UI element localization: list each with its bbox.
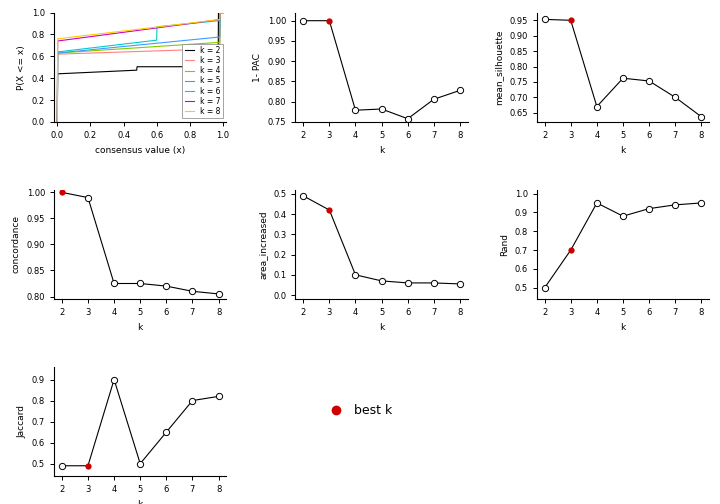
Line: k = 2: k = 2 [58, 13, 223, 122]
k = 3 [143, 48, 151, 54]
k = 4 [53, 119, 62, 125]
k = 3 [152, 48, 161, 54]
k = 6 [189, 20, 197, 26]
Y-axis label: mean_silhouette: mean_silhouette [495, 30, 504, 105]
k = 4 [143, 44, 151, 50]
k = 2 [189, 64, 197, 70]
k = 4 [215, 39, 223, 45]
Line: k = 3: k = 3 [58, 13, 223, 122]
k = 8 [143, 25, 151, 31]
X-axis label: k: k [379, 146, 384, 155]
Y-axis label: concordance: concordance [12, 215, 21, 274]
k = 8 [216, 10, 225, 16]
k = 8 [132, 26, 141, 32]
X-axis label: k: k [138, 500, 143, 504]
k = 2 [132, 64, 141, 70]
Y-axis label: P(X <= x): P(X <= x) [17, 45, 26, 90]
k = 7 [132, 28, 141, 34]
Line: k = 6: k = 6 [58, 13, 223, 122]
X-axis label: k: k [379, 323, 384, 332]
k = 4 [132, 45, 140, 51]
k = 5 [152, 40, 161, 46]
k = 5 [53, 119, 62, 125]
k = 8 [53, 119, 62, 125]
k = 2 [214, 10, 222, 16]
k = 3 [132, 48, 141, 54]
k = 4 [152, 43, 161, 49]
k = 5 [132, 42, 141, 48]
k = 8 [152, 24, 161, 30]
k = 6 [143, 38, 151, 44]
k = 6 [216, 10, 225, 16]
k = 3 [219, 10, 228, 16]
X-axis label: k: k [621, 146, 626, 155]
Line: k = 8: k = 8 [58, 13, 223, 122]
k = 6 [215, 18, 223, 24]
Legend: k = 2, k = 3, k = 4, k = 5, k = 6, k = 7, k = 8: k = 2, k = 3, k = 4, k = 5, k = 6, k = 7… [182, 44, 222, 118]
k = 7 [219, 10, 228, 16]
k = 4 [219, 10, 228, 16]
k = 8 [219, 10, 228, 16]
k = 2 [143, 64, 151, 70]
k = 5 [132, 42, 140, 48]
k = 7 [132, 28, 140, 34]
k = 3 [215, 46, 223, 52]
Y-axis label: area_increased: area_increased [258, 210, 268, 279]
k = 6 [132, 39, 141, 45]
k = 2 [132, 67, 140, 73]
k = 8 [189, 20, 197, 26]
k = 3 [53, 119, 62, 125]
k = 2 [219, 10, 228, 16]
k = 5 [143, 41, 151, 47]
k = 4 [189, 41, 197, 47]
k = 3 [216, 10, 225, 16]
k = 3 [189, 47, 197, 53]
k = 5 [216, 10, 225, 16]
Line: k = 5: k = 5 [58, 13, 223, 122]
Line: k = 7: k = 7 [58, 13, 223, 122]
k = 7 [53, 119, 62, 125]
k = 7 [216, 10, 225, 16]
k = 6 [152, 37, 161, 43]
Y-axis label: 1- PAC: 1- PAC [253, 53, 262, 82]
k = 4 [132, 45, 141, 51]
k = 2 [152, 64, 161, 70]
k = 3 [132, 48, 140, 54]
k = 7 [143, 26, 151, 32]
k = 6 [53, 119, 62, 125]
k = 6 [219, 10, 228, 16]
k = 5 [215, 34, 223, 40]
Y-axis label: Rand: Rand [500, 233, 509, 256]
k = 6 [132, 40, 140, 46]
Line: k = 4: k = 4 [58, 13, 223, 122]
k = 4 [216, 10, 225, 16]
k = 2 [53, 119, 62, 125]
k = 7 [215, 17, 223, 23]
X-axis label: k: k [138, 323, 143, 332]
Legend: best k: best k [319, 399, 397, 422]
k = 8 [132, 27, 140, 33]
Y-axis label: Jaccard: Jaccard [17, 405, 26, 438]
X-axis label: consensus value (x): consensus value (x) [95, 146, 185, 155]
k = 7 [152, 25, 161, 31]
k = 7 [189, 20, 197, 26]
k = 5 [189, 37, 197, 43]
k = 5 [219, 10, 228, 16]
k = 2 [215, 10, 224, 16]
X-axis label: k: k [621, 323, 626, 332]
k = 8 [215, 17, 223, 23]
